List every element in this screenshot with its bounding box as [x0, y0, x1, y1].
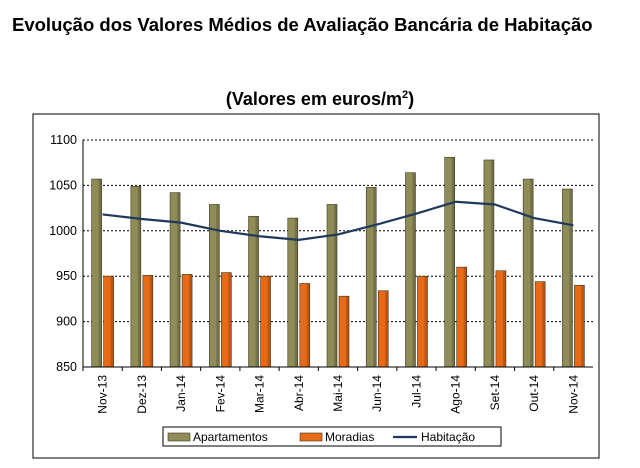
x-tick-label: Dez-13 — [135, 375, 149, 414]
x-tick-label: Out-14 — [527, 375, 541, 412]
chart-title: Evolução dos Valores Médios de Avaliação… — [12, 14, 593, 35]
bar-moradias-jul-14 — [417, 275, 428, 368]
bar-moradias-mar-14 — [260, 275, 271, 368]
legend-box — [162, 426, 502, 447]
y-tick-label: 1100 — [50, 133, 77, 147]
bar-apartamentos-nov-13 — [91, 178, 102, 368]
legend-label: Moradias — [325, 430, 374, 444]
x-tick-label: Nov-14 — [566, 375, 580, 414]
x-tick-label: Fev-14 — [213, 375, 227, 413]
legend-swatch — [299, 432, 323, 442]
bar-moradias-abr-14 — [299, 283, 311, 368]
y-tick-label: 1050 — [49, 178, 77, 192]
bar-apartamentos-set-14 — [483, 159, 495, 368]
bar-moradias-mai-14 — [338, 295, 350, 368]
bar-moradias-jun-14 — [377, 290, 389, 368]
y-tick-label: 1000 — [49, 224, 77, 238]
bar-apartamentos-mai-14 — [326, 204, 338, 368]
chart-frame — [32, 113, 600, 459]
grid-layer — [83, 139, 593, 323]
x-tick-label: Abr-14 — [292, 375, 306, 411]
y-tick-label: 850 — [56, 360, 77, 374]
x-tick-label: Set-14 — [488, 375, 502, 411]
bar-apartamentos-dez-13 — [130, 186, 142, 368]
subtitle-text: (Valores em euros/m — [225, 89, 402, 109]
bar-apartamentos-out-14 — [522, 178, 534, 368]
y-tick-label: 950 — [56, 269, 77, 283]
bar-moradias-dez-13 — [142, 274, 154, 368]
legend-swatch — [167, 432, 191, 442]
legend-item-apartamentos: Apartamentos — [167, 430, 268, 444]
x-tick-label: Jan-14 — [174, 375, 188, 412]
legend-item-habitacao: Habitação — [393, 430, 475, 444]
subtitle-superscript: 2 — [401, 89, 409, 101]
x-tick-label: Jul-14 — [409, 375, 423, 408]
line-habitacao — [102, 200, 574, 241]
bar-apartamentos-nov-14 — [562, 188, 573, 368]
legend-label: Apartamentos — [193, 430, 268, 444]
bar-apartamentos-jul-14 — [405, 172, 416, 368]
bar-moradias-nov-13 — [103, 275, 114, 368]
subtitle-close: ) — [408, 89, 415, 109]
bar-moradias-fev-14 — [221, 272, 232, 368]
bar-layer — [91, 156, 585, 368]
legend-label: Habitação — [421, 430, 475, 444]
bar-moradias-set-14 — [495, 270, 507, 368]
x-tick-label: Ago-14 — [449, 375, 463, 414]
bar-apartamentos-ago-14 — [444, 156, 455, 368]
axis-layer: 850 900 950 1000 1050 1100 Nov-13 Dez-13 Jan-14 F… — [49, 133, 593, 414]
bar-moradias-jan-14 — [181, 274, 193, 368]
bar-moradias-ago-14 — [456, 266, 467, 368]
y-tick-label: 900 — [56, 315, 77, 329]
legend-item-moradias: Moradias — [299, 430, 374, 444]
bar-moradias-out-14 — [534, 281, 546, 368]
bar-apartamentos-mar-14 — [248, 215, 259, 368]
bar-apartamentos-jan-14 — [169, 192, 181, 368]
bar-apartamentos-jun-14 — [365, 186, 377, 368]
line-layer — [102, 200, 574, 241]
legend: Apartamentos Moradias Habitação — [162, 426, 502, 447]
x-tick-label: Nov-13 — [96, 375, 110, 414]
x-tick-label: Mar-14 — [253, 375, 267, 413]
x-tick-label: Jun-14 — [370, 375, 384, 412]
chart-subtitle: (Valores em euros/m2) — [0, 82, 640, 112]
bar-moradias-nov-14 — [574, 284, 585, 368]
x-tick-label: Mai-14 — [331, 375, 345, 412]
